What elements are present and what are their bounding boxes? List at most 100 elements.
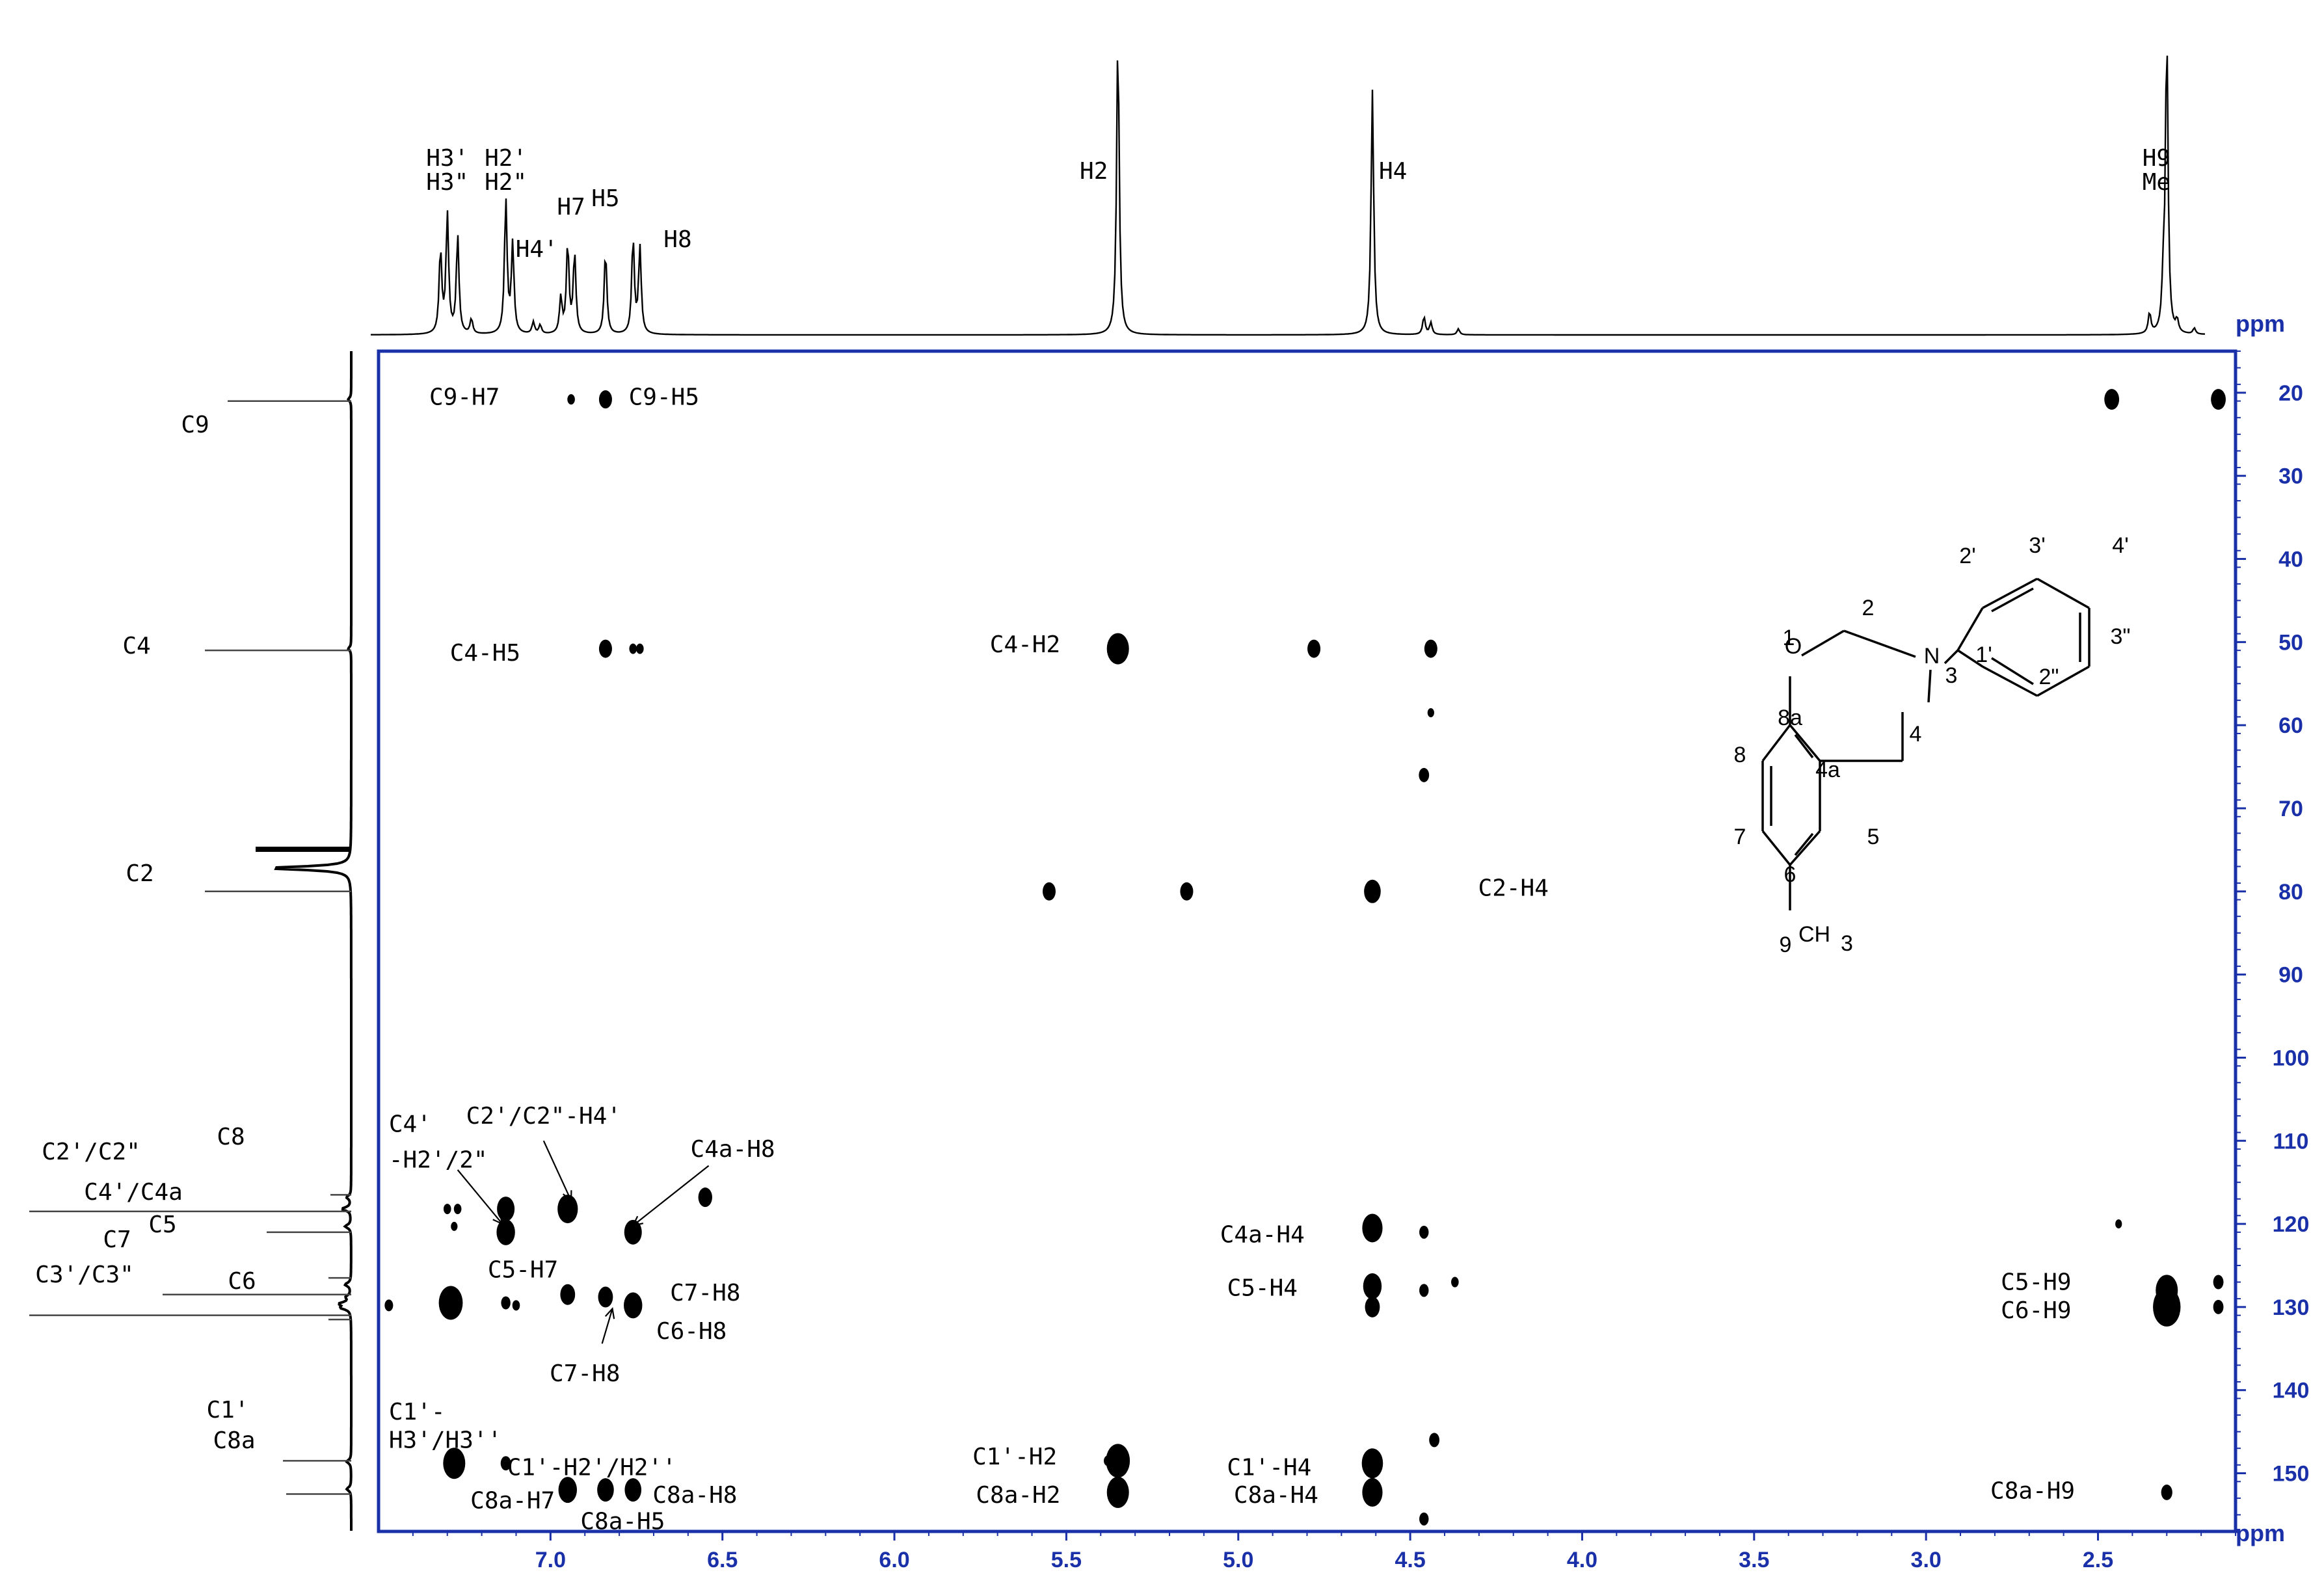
peak-annotation: C6-H9 [2001,1297,2071,1324]
atom-label: 1' [1975,642,1992,667]
atom-label: 5 [1867,825,1880,849]
carbon-label: C2 [126,860,154,887]
cross-peak [598,1286,613,1308]
cross-peak [1419,1225,1429,1239]
proton-label: H2' [485,145,527,172]
bond [2037,665,2090,697]
bond [1943,649,1959,665]
bond [1794,832,1814,856]
peak-annotation: C5-H7 [488,1256,558,1283]
y-tick-label: 40 [2278,548,2303,572]
annotation-arrow [457,1169,503,1224]
cross-peak [624,1478,642,1502]
cross-peak [557,1195,578,1224]
proton-label: H9 [2143,145,2170,172]
peak-annotation: C4-H5 [450,640,520,667]
carbon-label: C8 [217,1124,245,1150]
y-tick-label: 140 [2273,1379,2310,1403]
bond [1801,629,1845,657]
x-tick-label: 3.5 [1739,1548,1769,1572]
cross-peak [1427,708,1434,718]
cross-peak [597,1478,614,1502]
bond [1982,577,2038,609]
carbon-label: C4 [122,633,150,659]
atom-label: 4 [1910,722,1922,747]
cross-peak [1307,639,1321,658]
x-tick-label: 3.0 [1911,1548,1942,1572]
y-tick-label: 30 [2278,464,2303,489]
atom-label: 1 [1783,626,1795,650]
atom-label: 4a [1815,758,1840,782]
atom-label: 7 [1734,825,1746,849]
annotation-arrow [542,1140,572,1201]
cross-peak [1364,879,1381,903]
bond [1991,587,2034,613]
atom-label: 3" [2111,624,2131,649]
bond [1927,669,1932,703]
atom-label: O [1785,634,1802,659]
cross-peak [1362,1213,1383,1243]
carbon-label: C9 [181,412,209,438]
atom-label: 2 [1862,596,1875,620]
peak-annotation: C4a-H4 [1220,1222,1305,1249]
bond [1957,649,1983,668]
peak-annotation: C2'/C2"-H4' [466,1103,621,1130]
proton-label: H7 [557,194,585,220]
annotation-arrow [632,1165,710,1226]
peak-annotation: C9-H7 [429,384,500,410]
cross-peak [2213,1275,2224,1290]
carbon-label: C7 [103,1226,131,1253]
y-tick-label: 20 [2278,381,2303,406]
carbon-label: C1' [206,1397,248,1423]
bond [1761,830,1791,866]
cross-peak [1042,882,1056,901]
peak-annotation: C8a-H8 [652,1482,737,1509]
cross-peak [512,1300,520,1311]
cross-peak [2211,389,2226,410]
carbon-label: C4'/C4a [84,1179,183,1206]
peak-annotation: C6-H8 [656,1318,727,1345]
annotation-arrowhead [563,1190,572,1202]
bond [1789,724,1821,762]
atom-label: 2' [1959,544,1975,568]
y-tick-label: 130 [2273,1295,2310,1320]
bond [1843,629,1916,658]
cross-peak [438,1286,463,1320]
methyl-subscript: 3 [1841,931,1853,956]
cross-peak [1365,1296,1380,1317]
y-tick-label: 80 [2278,880,2303,905]
peak-annotation: C4-H2 [990,631,1060,658]
peak-annotation: C1'-H4 [1227,1455,1311,1481]
x-tick-label: 5.5 [1051,1548,1082,1572]
peak-annotation: C7-H8 [670,1280,740,1306]
cross-peak [2153,1287,2181,1327]
peak-annotation: C7-H8 [550,1360,620,1387]
x-tick-label: 4.0 [1567,1548,1597,1572]
carbon-projection: C9 C4 C2 C8 C2'/C2" C4'/C4a C5 C7 C3'/C3" C6 C1' C8… [29,351,353,1531]
y-tick-label: 50 [2278,630,2303,655]
proton-label: H8 [663,226,691,253]
peak-annotation: C1'-H2 [972,1444,1057,1470]
axes: ppm 7.0 6.5 6.0 5.5 5.0 4.5 4.0 3.5 3.0 2.5 ppm 20 30… [412,310,2310,1572]
cross-peak [1363,1273,1382,1299]
cross-peak [1106,1444,1130,1478]
cross-peak [1451,1277,1459,1288]
peak-annotation: C5-H4 [1227,1275,1298,1301]
bond [1991,657,2034,685]
cross-peak [2213,1299,2224,1314]
x-tick-label: 5.0 [1223,1548,1253,1572]
peak-annotation: H3'/H3'' [389,1427,501,1453]
carbon-label: C2'/C2" [42,1139,140,1165]
x-tick-label: 4.5 [1395,1548,1425,1572]
x-tick-label: 6.5 [707,1548,738,1572]
cross-peak [500,1456,511,1471]
cross-peak [1419,1512,1429,1526]
cross-peak [2104,389,2120,410]
cross-peak [496,1219,515,1245]
atom-label: 6 [1784,862,1796,887]
proton-spectrum-trace [371,55,2206,336]
proton-label: H4' [516,236,558,263]
bond [1789,830,1821,866]
